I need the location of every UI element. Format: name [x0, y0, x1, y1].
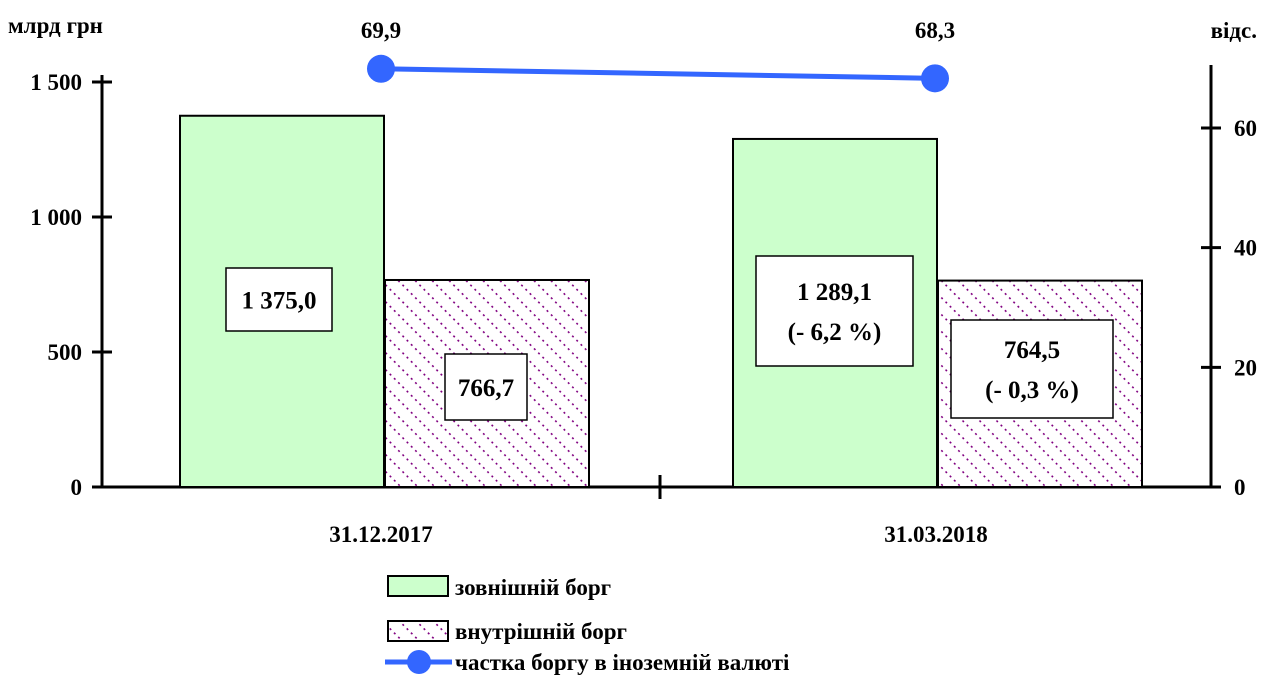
data-label-external-debt: (- 6,2 %) [788, 319, 882, 346]
legend-swatch-external [387, 575, 449, 597]
line-series: 69,9 68,3 [361, 18, 955, 93]
line-foreign-currency-share [380, 66, 936, 81]
line-point [367, 54, 395, 83]
data-label-internal-debt-box [950, 319, 1114, 419]
right-tick-label: 0 [1234, 475, 1246, 500]
left-axis-unit-label: млрд грн [8, 13, 103, 38]
left-tick-label: 500 [48, 340, 83, 365]
line-point-label: 69,9 [361, 18, 401, 43]
data-label-external-debt: 1 375,0 [242, 288, 317, 315]
legend: зовнішній борг внутрішній борг частка бо… [385, 575, 790, 675]
right-tick-label: 20 [1234, 355, 1257, 380]
data-label-external-debt: 1 289,1 [797, 279, 872, 306]
data-label-internal-debt: (- 0,3 %) [985, 377, 1079, 404]
category-label-1: 31.12.2017 [329, 522, 433, 547]
data-label-internal-debt-box [444, 353, 528, 421]
legend-swatch-internal [387, 620, 449, 642]
left-tick-label: 1 500 [30, 70, 82, 95]
data-label-internal-debt: 764,5 [1004, 337, 1060, 364]
data-label-external-debt-box [755, 255, 914, 367]
right-tick-label: 60 [1234, 116, 1257, 141]
left-tick-label: 1 000 [30, 205, 82, 230]
data-label-external-debt-box [225, 267, 333, 332]
legend-swatch-marker [407, 650, 431, 674]
line-point-label: 68,3 [915, 18, 955, 43]
data-label-internal-debt: 766,7 [458, 375, 514, 402]
left-tick-label: 0 [71, 475, 83, 500]
data-labels: 1 375,0 1 289,1 (- 6,2 %) 766,7 764,5 (- 0,3 … [225, 255, 1114, 421]
legend-label-share: частка боргу в іноземній валюті [455, 650, 790, 675]
legend-label-external: зовнішній борг [455, 575, 611, 600]
line-point [921, 64, 949, 93]
right-tick-label: 40 [1234, 236, 1257, 261]
legend-label-internal: внутрішній борг [455, 619, 627, 644]
right-axis-unit-label: відс. [1211, 18, 1257, 43]
category-label-2: 31.03.2018 [884, 522, 988, 547]
ticks: 0 500 1 000 1 500 0 20 40 60 [30, 70, 1257, 500]
